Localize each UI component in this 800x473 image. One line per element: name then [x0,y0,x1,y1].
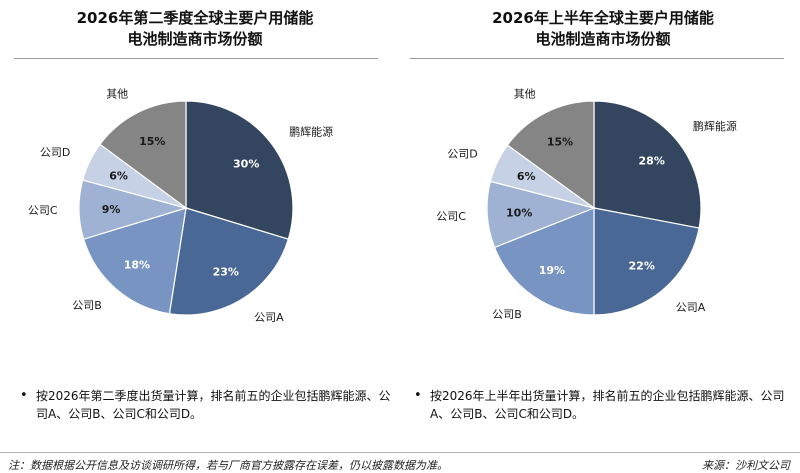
pie-value-label-company-b: 19% [539,264,565,277]
bullet-note-q2: 按2026年第二季度出货量计算，排名前五的企业包括鹏辉能源、公司A、公司B、公司… [18,387,396,423]
pie-category-label-company-c: 公司C [28,204,58,217]
footnote: 注：数据根据公开信息及访谈调研所得，若与厂商官方披露存在误差，仍以披露数据为准。 [8,459,448,472]
pie-chart-q2: 30% 鹏辉能源 23% 公司A 18% 公司B 9% 公司C 6% 公司D 15% 其他 [28,87,333,324]
chart-panel-h1: 2026年上半年全球主要户用储能 电池制造商市场份额 28% 鹏辉能源 22% 公司A… [408,0,798,425]
pie-value-label-company-a: 23% [213,266,239,279]
pie-chart-h1: 28% 鹏辉能源 22% 公司A 19% 公司B 10% 公司C 6% 公司D 15% 其他 [436,88,737,322]
pie-value-label-company-a: 22% [629,260,655,273]
pie-value-label-company-c: 9% [102,203,121,216]
pie-category-label-company-d: 公司D [40,146,70,159]
pie-slice-penghui [185,100,294,240]
chart-title-h1-line2: 电池制造商市场份额 [535,30,671,48]
pie-category-label-others: 其他 [514,88,536,101]
footer-divider [0,452,800,453]
pie-category-label-penghui: 鹏辉能源 [693,119,737,133]
pie-value-label-company-c: 10% [506,207,532,220]
pie-category-label-company-a: 公司A [254,311,284,324]
pie-slice-company-a [593,207,700,316]
pie-category-label-company-a: 公司A [676,301,706,314]
pie-value-label-penghui: 28% [639,154,665,167]
chart-title-q2: 2026年第二季度全球主要户用储能 电池制造商市场份额 [0,8,390,50]
pie-category-label-company-b: 公司B [492,308,522,321]
pie-category-label-company-c: 公司C [436,210,466,223]
pie-value-label-company-b: 18% [124,259,150,272]
pie-slice-penghui [593,100,702,229]
pie-value-label-company-d: 6% [517,170,536,183]
chart-title-q2-line2: 电池制造商市场份额 [127,30,263,48]
pie-slice-others [99,100,187,210]
pie-slice-company-b [82,207,187,315]
pie-category-label-company-d: 公司D [447,147,477,160]
pie-slice-others [506,100,595,210]
pie-value-label-others: 15% [139,135,165,148]
title-divider [410,58,784,59]
title-divider [14,58,378,59]
pie-category-label-penghui: 鹏辉能源 [289,125,333,139]
chart-title-h1: 2026年上半年全球主要户用储能 电池制造商市场份额 [408,8,798,50]
chart-panel-q2: 2026年第二季度全球主要户用储能 电池制造商市场份额 30% 鹏辉能源 23% 公司… [0,0,391,425]
pie-value-label-penghui: 30% [233,157,259,170]
chart-title-h1-line1: 2026年上半年全球主要户用储能 [492,9,714,27]
source-label: 来源：沙利文公司 [702,459,790,472]
pie-value-label-others: 15% [547,135,573,148]
pie-category-label-others: 其他 [106,87,128,100]
pie-category-label-company-b: 公司B [72,299,102,312]
chart-title-q2-line1: 2026年第二季度全球主要户用储能 [76,9,314,27]
pie-slice-company-b [493,207,595,316]
pie-value-label-company-d: 6% [109,169,128,182]
pie-slice-company-a [168,207,290,316]
bullet-note-h1: 按2026年上半年出货量计算，排名前五的企业包括鹏辉能源、公司A、公司B、公司C… [412,387,790,423]
